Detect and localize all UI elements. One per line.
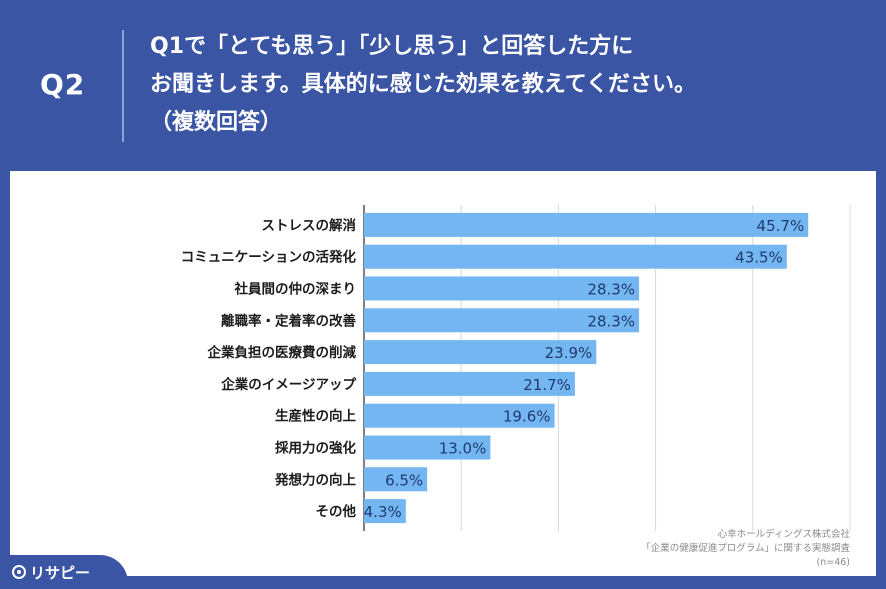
category-label: 社員間の仲の深まり: [234, 281, 357, 298]
question-line-1: Q1で「とても思う」「少し思う」と回答した方に: [150, 34, 634, 59]
value-label: 4.3%: [364, 503, 402, 521]
value-label: 21.7%: [523, 376, 571, 394]
question-text: Q1で「とても思う」「少し思う」と回答した方に お聞きします。具体的に感じた効果…: [150, 28, 850, 142]
bar-chart: ストレスの解消 45.7% コミュニケーションの活発化 43.5% 社員間の仲の深まり 2…: [181, 205, 851, 531]
category-label: 発想力の向上: [274, 471, 356, 488]
value-label: 23.9%: [545, 344, 593, 362]
category-label: 採用力の強化: [275, 440, 356, 457]
bar: [364, 499, 406, 524]
category-label: 離職率・定着率の改善: [221, 312, 356, 329]
bar: [364, 308, 640, 333]
category-label: ストレスの解消: [262, 217, 357, 234]
bar: [364, 212, 809, 237]
value-label: 13.0%: [439, 440, 487, 458]
category-label: その他: [316, 503, 357, 520]
category-label: コミュニケーションの活発化: [181, 249, 357, 266]
value-label: 43.5%: [735, 249, 783, 267]
bar: [364, 403, 555, 428]
source-note: 心幸ホールディングス株式会社 「企業の健康促進プログラム」に関する実態調査 (n…: [641, 528, 850, 570]
brand-logo: リサピー: [0, 555, 128, 589]
value-label: 6.5%: [385, 471, 423, 489]
source-survey: 「企業の健康促進プログラム」に関する実態調査: [641, 543, 850, 554]
question-line-3: （複数回答）: [150, 110, 283, 135]
header-divider: [122, 30, 124, 142]
value-label: 45.7%: [757, 217, 805, 235]
brand-logo-text: リサピー: [30, 563, 91, 582]
bar: [364, 435, 491, 460]
question-number: Q2: [40, 68, 86, 101]
category-label: 企業のイメージアップ: [220, 376, 356, 393]
source-sample-size: (n=46): [816, 557, 850, 568]
category-label: 生産性の向上: [275, 408, 356, 425]
category-label: 企業負担の医療費の削減: [207, 344, 357, 361]
bar: [364, 467, 428, 492]
value-label: 19.6%: [503, 408, 551, 426]
value-label: 28.3%: [587, 312, 635, 330]
chart-panel: ストレスの解消 45.7% コミュニケーションの活発化 43.5% 社員間の仲の深まり 2…: [10, 171, 876, 576]
bar: [364, 276, 640, 301]
source-company: 心幸ホールディングス株式会社: [717, 529, 850, 540]
bar: [364, 371, 575, 396]
value-label: 28.3%: [587, 281, 635, 299]
question-line-2: お聞きします。具体的に感じた効果を教えてください。: [150, 72, 697, 97]
bar: [364, 244, 787, 269]
pin-circle-icon: [12, 565, 26, 579]
bar: [364, 340, 597, 365]
question-header: Q2 Q1で「とても思う」「少し思う」と回答した方に お聞きします。具体的に感じ…: [0, 0, 886, 170]
